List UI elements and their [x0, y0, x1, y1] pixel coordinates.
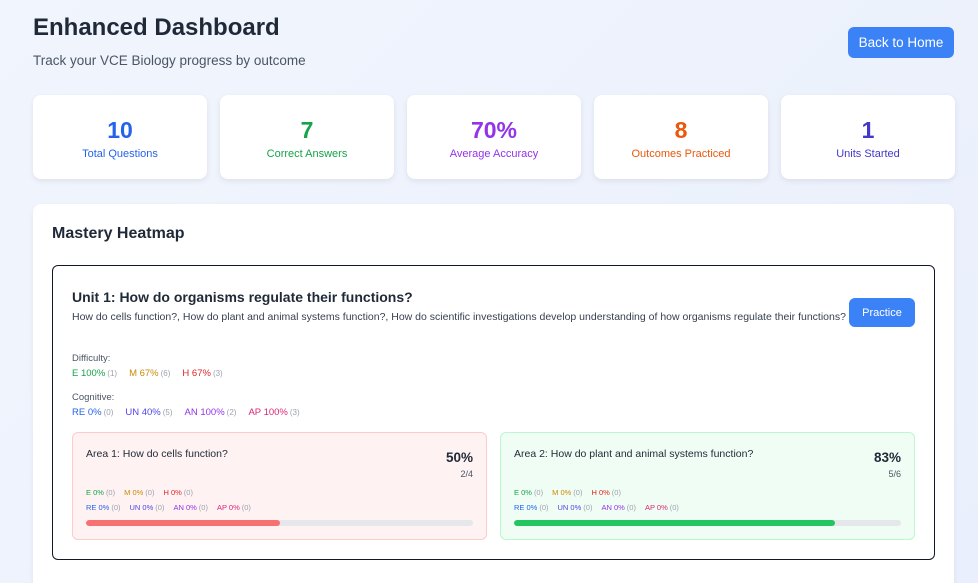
area-card-1[interactable]: Area 1: How do cells function? 50% 2/4 E… — [72, 432, 487, 540]
cognitive-chip-un: UN 0% (0) — [557, 503, 593, 512]
difficulty-chip-easy: E 0% (0) — [86, 488, 116, 497]
progress-bar — [514, 520, 901, 526]
stat-value: 8 — [674, 116, 688, 143]
stat-label: Total Questions — [82, 147, 158, 160]
progress-fill — [514, 520, 836, 526]
stat-card-outcomes-practiced: 8 Outcomes Practiced — [594, 95, 768, 179]
difficulty-label: Difficulty: — [72, 353, 111, 364]
difficulty-chips: E 100% (1) M 67% (6) H 67% (3) — [72, 368, 223, 379]
cognitive-chip-un: UN 40% (5) — [125, 407, 173, 418]
stat-card-correct-answers: 7 Correct Answers — [220, 95, 394, 179]
cognitive-chip-re: RE 0% (0) — [72, 407, 114, 418]
stat-value: 7 — [300, 116, 314, 143]
stat-label: Outcomes Practiced — [631, 147, 731, 160]
cognitive-chip-an: AN 0% (0) — [173, 503, 208, 512]
cognitive-chip-ap: AP 100% (3) — [248, 407, 300, 418]
cognitive-chip-ap: AP 0% (0) — [216, 503, 251, 512]
area-title: Area 2: How do plant and animal systems … — [514, 448, 754, 460]
unit-description: How do cells function?, How do plant and… — [72, 311, 846, 323]
area-difficulty-chips: E 0% (0) M 0% (0) H 0% (0) — [86, 488, 193, 497]
area-title: Area 1: How do cells function? — [86, 448, 228, 460]
page-subtitle: Track your VCE Biology progress by outco… — [33, 53, 306, 68]
practice-button[interactable]: Practice — [849, 298, 915, 327]
area-percent: 50% — [445, 450, 473, 465]
back-to-home-button[interactable]: Back to Home — [848, 27, 954, 58]
unit-title: Unit 1: How do organisms regulate their … — [72, 289, 413, 305]
cognitive-label: Cognitive: — [72, 392, 115, 403]
progress-bar — [86, 520, 473, 526]
area-card-2[interactable]: Area 2: How do plant and animal systems … — [500, 432, 915, 540]
page-title: Enhanced Dashboard — [33, 14, 280, 41]
stat-value: 10 — [107, 116, 133, 143]
area-percent: 83% — [873, 450, 901, 465]
difficulty-chip-easy: E 0% (0) — [514, 488, 544, 497]
cognitive-chip-un: UN 0% (0) — [129, 503, 165, 512]
stat-card-average-accuracy: 70% Average Accuracy — [407, 95, 581, 179]
cognitive-chips: RE 0% (0) UN 40% (5) AN 100% (2) AP 100% (3) — [72, 407, 300, 418]
mastery-heatmap-panel: Mastery Heatmap Unit 1: How do organisms… — [33, 204, 954, 583]
difficulty-chip-easy: E 100% (1) — [72, 368, 118, 379]
cognitive-chip-an: AN 100% (2) — [184, 407, 237, 418]
difficulty-chip-hard: H 67% (3) — [182, 368, 223, 379]
stat-value: 1 — [861, 116, 875, 143]
difficulty-chip-medium: M 0% (0) — [552, 488, 583, 497]
stats-row: 10 Total Questions 7 Correct Answers 70%… — [33, 95, 955, 179]
cognitive-chip-ap: AP 0% (0) — [644, 503, 679, 512]
area-difficulty-chips: E 0% (0) M 0% (0) H 0% (0) — [514, 488, 621, 497]
area-fraction: 5/6 — [888, 469, 901, 479]
unit-card: Unit 1: How do organisms regulate their … — [52, 265, 935, 560]
difficulty-chip-medium: M 67% (6) — [129, 368, 171, 379]
stat-card-total-questions: 10 Total Questions — [33, 95, 207, 179]
difficulty-chip-hard: H 0% (0) — [163, 488, 193, 497]
cognitive-chip-re: RE 0% (0) — [514, 503, 549, 512]
cognitive-chip-re: RE 0% (0) — [86, 503, 121, 512]
cognitive-chip-an: AN 0% (0) — [601, 503, 636, 512]
stat-value: 70% — [470, 116, 518, 143]
difficulty-chip-medium: M 0% (0) — [124, 488, 155, 497]
area-cognitive-chips: RE 0% (0) UN 0% (0) AN 0% (0) AP 0% (0) — [86, 503, 251, 512]
progress-fill — [86, 520, 280, 526]
area-cognitive-chips: RE 0% (0) UN 0% (0) AN 0% (0) AP 0% (0) — [514, 503, 679, 512]
stat-label: Units Started — [836, 147, 900, 160]
stat-label: Average Accuracy — [449, 147, 539, 160]
area-fraction: 2/4 — [460, 469, 473, 479]
stat-label: Correct Answers — [266, 147, 348, 160]
stat-card-units-started: 1 Units Started — [781, 95, 955, 179]
difficulty-chip-hard: H 0% (0) — [591, 488, 621, 497]
panel-title: Mastery Heatmap — [52, 225, 185, 242]
